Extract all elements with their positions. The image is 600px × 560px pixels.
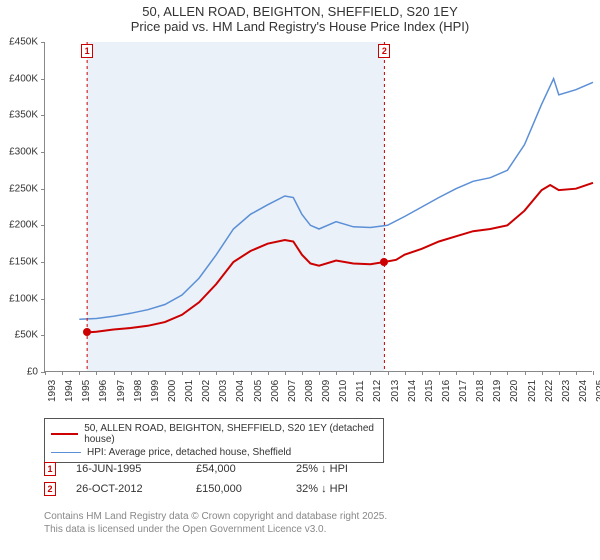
legend-swatch [51, 452, 81, 454]
series-property [87, 183, 593, 333]
chart-container: 50, ALLEN ROAD, BEIGHTON, SHEFFIELD, S20… [0, 0, 600, 560]
x-axis-label: 1997 [116, 380, 127, 402]
sale-pct: 32% ↓ HPI [296, 483, 396, 495]
y-axis-label: £250K [9, 183, 38, 194]
x-axis-label: 2008 [304, 380, 315, 402]
y-axis-label: £0 [27, 367, 38, 378]
marker-label: 2 [378, 44, 390, 58]
sale-pct: 25% ↓ HPI [296, 463, 396, 475]
y-axis-label: £450K [9, 37, 38, 48]
plot-area: 12 [44, 42, 592, 372]
x-axis-label: 2019 [492, 380, 503, 402]
x-axis-label: 2022 [544, 380, 555, 402]
legend-item: HPI: Average price, detached house, Shef… [51, 446, 377, 459]
x-axis-label: 1994 [64, 380, 75, 402]
sale-row: 1 16-JUN-1995 £54,000 25% ↓ HPI [44, 462, 564, 476]
legend-swatch [51, 433, 78, 435]
x-axis-label: 2021 [527, 380, 538, 402]
y-axis-label: £150K [9, 257, 38, 268]
sale-price: £150,000 [196, 483, 276, 495]
x-axis-label: 1993 [47, 380, 58, 402]
x-tick [593, 371, 594, 375]
marker-label: 1 [81, 44, 93, 58]
legend: 50, ALLEN ROAD, BEIGHTON, SHEFFIELD, S20… [44, 418, 384, 463]
x-axis-label: 2010 [338, 380, 349, 402]
x-axis-label: 2014 [407, 380, 418, 402]
legend-item: 50, ALLEN ROAD, BEIGHTON, SHEFFIELD, S20… [51, 422, 377, 446]
x-axis-label: 2023 [561, 380, 572, 402]
x-axis-label: 1998 [133, 380, 144, 402]
y-axis-label: £400K [9, 73, 38, 84]
x-axis-label: 2006 [270, 380, 281, 402]
y-axis: £0£50K£100K£150K£200K£250K£300K£350K£400… [0, 42, 42, 372]
x-axis-label: 2000 [167, 380, 178, 402]
x-axis-label: 2009 [321, 380, 332, 402]
sale-date: 26-OCT-2012 [76, 483, 176, 495]
y-tick [41, 79, 45, 80]
y-tick [41, 115, 45, 116]
chart-title: 50, ALLEN ROAD, BEIGHTON, SHEFFIELD, S20… [0, 4, 600, 19]
x-axis-label: 2003 [218, 380, 229, 402]
marker-dot [83, 328, 91, 336]
y-tick [41, 225, 45, 226]
chart-subtitle: Price paid vs. HM Land Registry's House … [0, 19, 600, 34]
x-axis-label: 2002 [201, 380, 212, 402]
y-tick [41, 189, 45, 190]
sale-date: 16-JUN-1995 [76, 463, 176, 475]
x-axis-label: 1999 [150, 380, 161, 402]
title-block: 50, ALLEN ROAD, BEIGHTON, SHEFFIELD, S20… [0, 0, 600, 36]
x-axis-label: 2005 [253, 380, 264, 402]
y-axis-label: £200K [9, 220, 38, 231]
x-axis-label: 2013 [390, 380, 401, 402]
x-axis-label: 1996 [98, 380, 109, 402]
y-axis-label: £100K [9, 293, 38, 304]
y-tick [41, 42, 45, 43]
x-axis-label: 2012 [372, 380, 383, 402]
y-tick [41, 152, 45, 153]
y-tick [41, 262, 45, 263]
y-tick [41, 335, 45, 336]
x-axis-label: 2011 [355, 380, 366, 402]
sales-table: 1 16-JUN-1995 £54,000 25% ↓ HPI 2 26-OCT-2012… [44, 462, 564, 502]
y-tick [41, 299, 45, 300]
x-axis-label: 2007 [287, 380, 298, 402]
x-axis-label: 2020 [509, 380, 520, 402]
x-axis-label: 2001 [184, 380, 195, 402]
attribution-line1: Contains HM Land Registry data © Crown c… [44, 510, 387, 523]
y-axis-label: £50K [15, 330, 38, 341]
marker-dot [380, 258, 388, 266]
x-axis-label: 2004 [235, 380, 246, 402]
x-axis-label: 2025 [595, 380, 600, 402]
y-axis-label: £300K [9, 147, 38, 158]
legend-label: HPI: Average price, detached house, Shef… [87, 447, 291, 458]
chart-lines [45, 42, 592, 371]
legend-label: 50, ALLEN ROAD, BEIGHTON, SHEFFIELD, S20… [84, 423, 377, 445]
x-axis-label: 2017 [458, 380, 469, 402]
series-hpi [79, 79, 593, 320]
x-axis-label: 2016 [441, 380, 452, 402]
x-axis: 1993 1994 1995 1996 1997 1998 1999 2000 2001 2002… [44, 374, 592, 414]
x-axis-label: 2015 [424, 380, 435, 402]
x-axis-label: 1995 [81, 380, 92, 402]
x-axis-label: 2024 [578, 380, 589, 402]
sale-marker: 1 [44, 462, 56, 476]
attribution: Contains HM Land Registry data © Crown c… [44, 510, 387, 536]
y-axis-label: £350K [9, 110, 38, 121]
sale-price: £54,000 [196, 463, 276, 475]
sale-marker: 2 [44, 482, 56, 496]
sale-row: 2 26-OCT-2012 £150,000 32% ↓ HPI [44, 482, 564, 496]
x-axis-label: 2018 [475, 380, 486, 402]
attribution-line2: This data is licensed under the Open Gov… [44, 523, 387, 536]
